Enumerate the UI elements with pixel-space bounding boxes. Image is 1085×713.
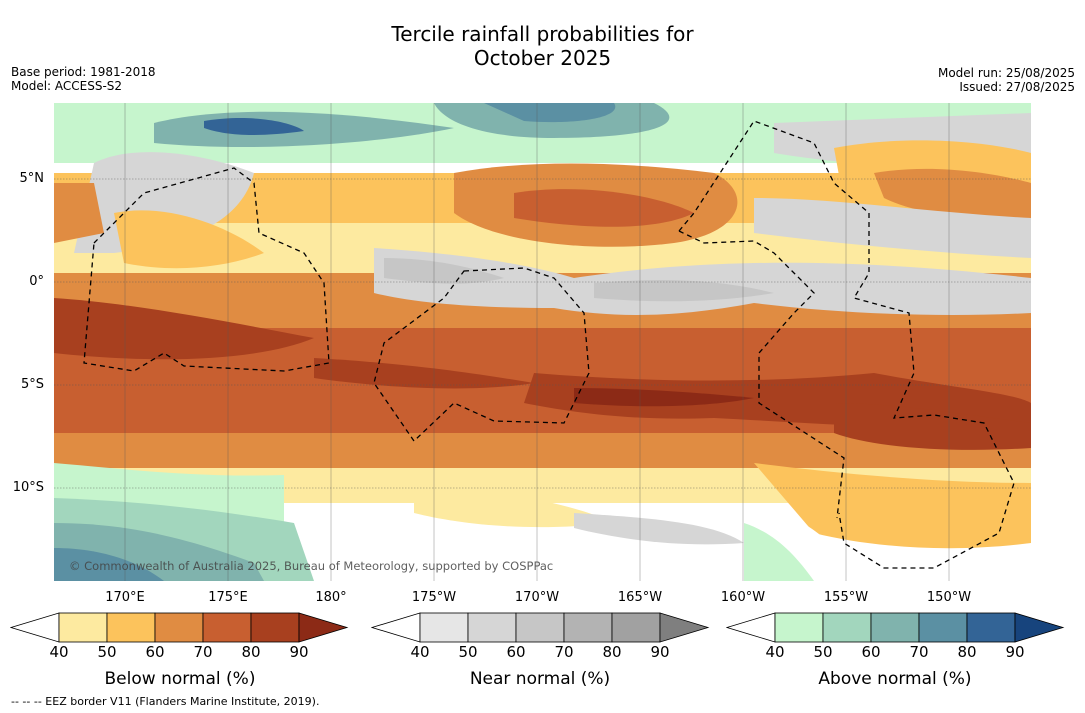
- rainfall-probability-map: © Commonwealth of Australia 2025, Bureau…: [54, 103, 1031, 581]
- colorbar-segment: [515, 612, 565, 643]
- base-period: Base period: 1981-2018: [11, 65, 156, 79]
- colorbar-tick-label: 90: [1005, 643, 1025, 661]
- colorbar-tick-label: 60: [861, 643, 881, 661]
- run-info: Model run: 25/08/2025 Issued: 27/08/2025: [938, 66, 1075, 94]
- colorbar-tick-label: 60: [506, 643, 526, 661]
- colorbar-segment: [822, 612, 872, 643]
- lat-label-5s: 5°S: [20, 377, 44, 392]
- near-normal-colorbar: [371, 612, 710, 643]
- model-name: Model: ACCESS-S2: [11, 79, 123, 93]
- colorbar-tick-label: 40: [765, 643, 785, 661]
- colorbar-tick-label: 80: [602, 643, 622, 661]
- lon-label-175w: 175°W: [411, 590, 457, 605]
- colorbar-tick-label: 50: [97, 643, 117, 661]
- colorbar-tick-label: 90: [289, 643, 309, 661]
- below-normal-colorbar: [10, 612, 349, 643]
- eez-footnote: -- -- -- EEZ border V11 (Flanders Marine…: [11, 695, 320, 708]
- colorbar-segment: [106, 612, 156, 643]
- lon-label-170w: 170°W: [514, 590, 560, 605]
- lon-label-160w: 160°W: [720, 590, 766, 605]
- above-normal-colorbar: [726, 612, 1065, 643]
- near-normal-title: Near normal (%): [469, 669, 611, 689]
- colorbar-segment: [966, 612, 1016, 643]
- model-info: Base period: 1981-2018 Model: ACCESS-S2: [11, 65, 156, 93]
- colorbar-segment: [419, 612, 469, 643]
- colorbar-over-triangle: [1014, 612, 1065, 643]
- colorbar-tick-label: 70: [554, 643, 574, 661]
- colorbar-tick-label: 50: [813, 643, 833, 661]
- colorbar-tick-label: 50: [458, 643, 478, 661]
- colorbar-segment: [774, 612, 824, 643]
- copyright-text: © Commonwealth of Australia 2025, Bureau…: [69, 559, 553, 573]
- colorbar-tick-label: 80: [241, 643, 261, 661]
- lon-label-155w: 155°W: [823, 590, 869, 605]
- colorbar-segment: [563, 612, 613, 643]
- issued-date: Issued: 27/08/2025: [959, 80, 1075, 94]
- title-line-2: October 2025: [473, 46, 612, 70]
- colorbar-tick-label: 70: [909, 643, 929, 661]
- colorbar-segment: [611, 612, 661, 643]
- colorbar-tick-label: 80: [957, 643, 977, 661]
- colorbar-tick-label: 60: [145, 643, 165, 661]
- colorbar-segment: [58, 612, 108, 643]
- above-normal-title: Above normal (%): [818, 669, 972, 689]
- lon-label-175e: 175°E: [208, 590, 248, 605]
- below-normal-title: Below normal (%): [104, 669, 256, 689]
- colorbar-tick-label: 40: [49, 643, 69, 661]
- colorbar-under-triangle: [10, 612, 60, 643]
- colorbar-segment: [467, 612, 517, 643]
- lat-label-5n: 5°N: [19, 171, 45, 186]
- lat-label-10s: 10°S: [12, 480, 44, 495]
- colorbar-segment: [870, 612, 920, 643]
- title-line-1: Tercile rainfall probabilities for: [391, 22, 694, 46]
- model-run-date: Model run: 25/08/2025: [937, 66, 1075, 80]
- colorbar-segment: [154, 612, 204, 643]
- colorbar-segment: [918, 612, 968, 643]
- colorbar-tick-label: 70: [193, 643, 213, 661]
- lon-label-150w: 150°W: [926, 590, 972, 605]
- colorbar-tick-label: 40: [410, 643, 430, 661]
- map-title: Tercile rainfall probabilities for Octob…: [0, 22, 1085, 70]
- colorbar-under-triangle: [726, 612, 776, 643]
- colorbar-segment: [202, 612, 252, 643]
- colorbar-under-triangle: [371, 612, 421, 643]
- lon-label-170e: 170°E: [105, 590, 145, 605]
- colorbar-tick-label: 90: [650, 643, 670, 661]
- colorbar-over-triangle: [298, 612, 349, 643]
- lon-label-180: 180°: [315, 590, 347, 605]
- lon-label-165w: 165°W: [617, 590, 663, 605]
- colorbar-over-triangle: [659, 612, 710, 643]
- lat-label-0: 0°: [29, 274, 44, 289]
- colorbar-segment: [250, 612, 300, 643]
